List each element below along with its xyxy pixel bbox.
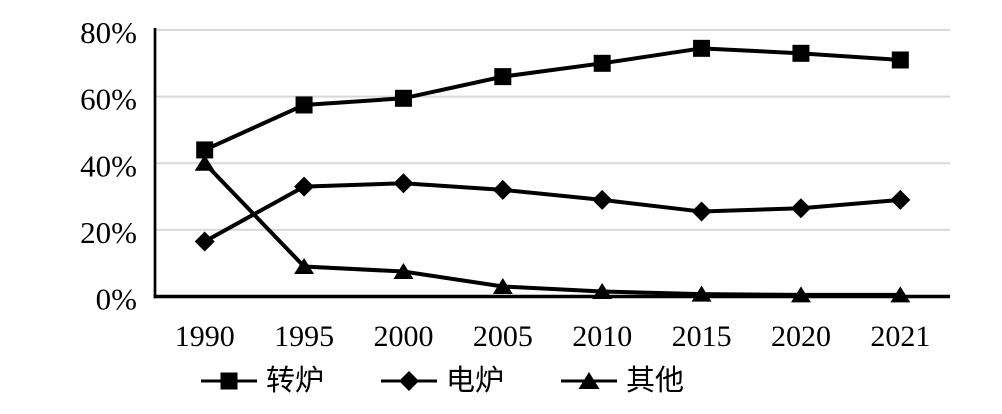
y-axis-tick-label: 40% [80,148,137,183]
legend-item-other[interactable]: 其他 [561,364,684,399]
legend-label-converter: 转炉 [266,365,325,397]
legend-label-other: 其他 [626,365,685,397]
triangle-marker-other [691,285,712,302]
diamond-marker-electric-furnace [194,231,215,252]
triangle-marker-other [890,286,911,303]
legend-item-electric-furnace[interactable]: 电炉 [381,364,504,399]
x-axis-tick-label: 1990 [175,320,235,353]
triangle-marker-other [194,154,215,171]
x-axis-tick-label: 2005 [473,320,533,353]
diamond-marker-electric-furnace [393,173,414,194]
triangle-marker-other [790,286,811,303]
series-line-other [203,161,901,297]
square-marker-converter [593,54,611,72]
square-marker-converter [394,89,412,107]
square-marker-converter [295,96,313,114]
x-axis-tick-label: 2020 [771,320,831,353]
diamond-marker-electric-furnace [294,176,315,197]
triangle-marker-other [592,283,613,300]
y-axis-tick-label: 0% [96,282,137,317]
triangle-marker-other [492,278,513,295]
square-marker-converter [693,39,711,57]
square-marker-converter [792,44,810,62]
y-axis-tick-label: 80% [80,15,137,50]
triangle-marker-other [294,258,315,275]
x-axis-tick-label: 2021 [870,320,930,353]
square-marker-converter [891,51,909,69]
series-line-electric-furnace [203,181,901,244]
y-axis-tick-label: 60% [80,82,137,117]
diamond-marker-electric-furnace [790,198,811,219]
diamond-marker-electric-furnace [890,189,911,210]
x-axis-tick-label: 2015 [672,320,732,353]
legend-triangle-marker-icon [561,372,618,390]
legend-diamond-marker-icon [381,371,438,392]
legend-square-marker-icon [201,372,257,390]
chart-legend: 转炉 电炉 其他 [201,364,684,399]
x-axis-tick-label: 2000 [373,320,433,353]
legend-item-converter[interactable]: 转炉 [201,364,324,399]
y-axis-tick-label: 20% [80,215,137,250]
x-axis-tick-label: 1995 [274,320,334,353]
square-marker-converter [494,68,512,86]
series-line-converter [203,46,901,152]
x-axis-tick-label: 2010 [572,320,632,353]
diamond-marker-electric-furnace [592,189,613,210]
triangle-marker-other [393,263,414,280]
legend-label-electric-furnace: 电炉 [446,365,505,397]
square-marker-converter [196,141,214,159]
diamond-marker-electric-furnace [691,201,712,222]
diamond-marker-electric-furnace [492,179,513,200]
